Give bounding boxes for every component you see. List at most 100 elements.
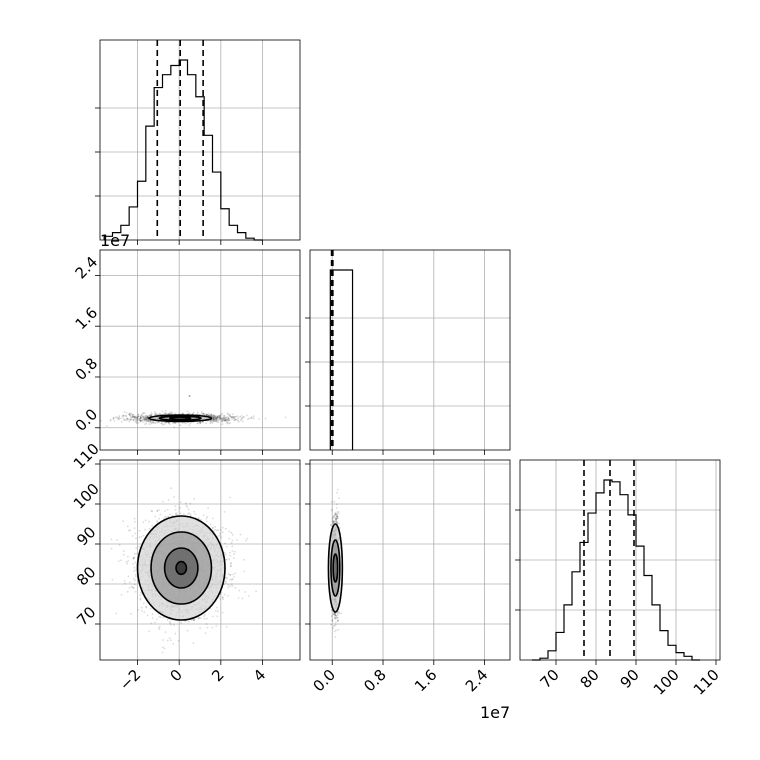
sample-point: [204, 413, 206, 415]
sample-point: [235, 418, 237, 421]
sample-point: [337, 619, 339, 622]
sample-point: [144, 528, 146, 531]
sample-point: [236, 415, 239, 418]
sample-point: [204, 632, 207, 634]
sample-point: [219, 414, 222, 417]
tick-marks: [305, 317, 486, 455]
sample-point: [205, 413, 208, 416]
sample-point: [138, 419, 141, 421]
sample-point: [163, 647, 166, 650]
sample-point: [218, 534, 221, 537]
sample-point: [218, 415, 221, 418]
sample-point: [238, 589, 241, 592]
sample-point: [233, 416, 235, 418]
sample-point: [336, 517, 339, 520]
sample-point: [142, 602, 145, 604]
sample-point: [199, 422, 202, 424]
sample-point: [218, 418, 221, 421]
grid-lines: [310, 460, 510, 660]
density-contours: [136, 515, 226, 621]
sample-point: [230, 562, 233, 564]
sample-point: [136, 416, 138, 418]
sample-point: [173, 496, 175, 498]
sample-point: [131, 413, 134, 416]
sample-point: [156, 421, 159, 424]
sample-point: [224, 418, 227, 421]
sample-point: [127, 555, 129, 558]
sample-point: [133, 556, 136, 559]
sample-point: [150, 622, 153, 625]
sample-point: [335, 615, 338, 617]
sample-point: [123, 410, 126, 413]
sample-point: [220, 419, 223, 422]
sample-point: [153, 413, 156, 416]
sample-point: [212, 517, 214, 520]
sample-point: [120, 417, 122, 420]
sample-point: [160, 422, 163, 425]
sample-point: [159, 513, 162, 516]
sample-point: [216, 420, 219, 423]
sample-point: [174, 505, 177, 508]
sample-point: [334, 614, 337, 617]
sample-point: [129, 529, 132, 531]
sample-point: [193, 498, 195, 500]
sample-point: [174, 422, 177, 424]
sample-point: [231, 418, 234, 420]
sample-point: [229, 585, 232, 587]
sample-point: [154, 411, 156, 413]
sample-point: [132, 557, 135, 559]
sample-point: [171, 412, 174, 414]
sample-point: [334, 512, 337, 515]
sample-point: [331, 518, 334, 520]
sample-point: [210, 420, 212, 423]
sample-point: [148, 527, 151, 530]
sample-point: [234, 415, 237, 418]
sample-point: [130, 412, 133, 415]
sample-point: [231, 578, 233, 581]
sample-point: [228, 551, 231, 554]
sample-point: [138, 418, 141, 420]
sample-point: [168, 637, 171, 639]
sample-point: [109, 419, 112, 422]
sample-point: [142, 421, 144, 423]
sample-point: [332, 516, 334, 518]
sample-point: [239, 415, 242, 418]
sample-point: [143, 416, 146, 418]
sample-point: [144, 416, 147, 419]
sample-point: [139, 420, 142, 422]
sample-point: [129, 418, 132, 421]
sample-point: [142, 416, 145, 419]
sample-point: [215, 610, 217, 612]
sample-point: [153, 621, 156, 624]
sample-point: [330, 609, 333, 611]
sample-point: [219, 532, 222, 535]
sample-point: [112, 418, 115, 420]
sample-point: [144, 423, 146, 425]
sample-point: [148, 423, 151, 425]
sample-point: [215, 416, 218, 419]
sample-point: [224, 580, 227, 583]
sample-point: [168, 421, 171, 424]
sample-point: [188, 512, 190, 514]
sample-point: [212, 530, 215, 532]
sample-point: [168, 412, 171, 415]
sample-point: [164, 515, 166, 518]
sample-point: [248, 595, 250, 597]
sample-point: [216, 416, 219, 418]
sample-point: [162, 646, 164, 649]
sample-point: [168, 513, 171, 516]
sample-point: [232, 557, 235, 559]
sample-point: [211, 626, 214, 629]
histogram-bin: [188, 75, 196, 240]
sample-point: [203, 615, 205, 618]
sample-point: [229, 554, 232, 557]
histogram-bin: [335, 270, 353, 450]
sample-point: [224, 527, 227, 530]
sample-point: [126, 417, 128, 420]
sample-point: [179, 507, 181, 509]
sample-point: [222, 417, 224, 420]
sample-point: [143, 412, 146, 414]
sample-point: [209, 414, 212, 416]
sample-point: [223, 414, 226, 417]
sample-point: [137, 417, 140, 420]
